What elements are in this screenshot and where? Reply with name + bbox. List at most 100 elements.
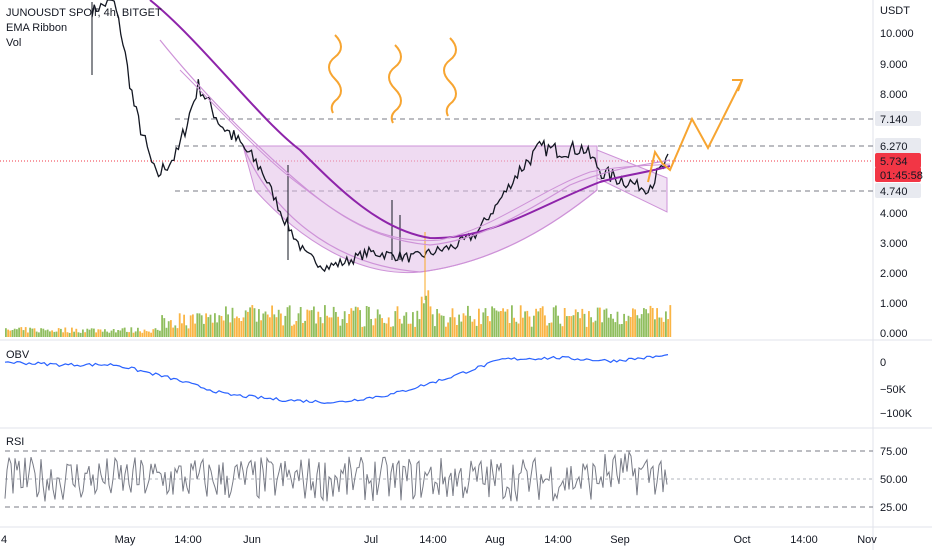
volume-bar xyxy=(579,318,581,337)
volume-bar xyxy=(57,328,60,337)
ema-ribbon-main[interactable] xyxy=(149,0,671,240)
volume-bar xyxy=(161,315,163,337)
volume-bar xyxy=(306,309,309,337)
volume-bar xyxy=(495,310,498,337)
volume-bar xyxy=(86,328,89,337)
volume-bar xyxy=(592,322,595,337)
volume-bar xyxy=(572,315,575,337)
volume-bar xyxy=(335,312,337,337)
volume-bar xyxy=(372,325,375,337)
projection-zigzag[interactable] xyxy=(647,79,743,183)
ema-ribbon-fast[interactable] xyxy=(159,39,671,246)
volume-bar xyxy=(53,331,56,337)
volume-bar xyxy=(231,307,234,337)
volume-bar xyxy=(403,315,405,337)
price-tag-bg xyxy=(875,167,921,182)
volume-bar xyxy=(266,314,269,337)
volume-bar xyxy=(629,317,632,337)
rsi-pane-title[interactable]: RSI xyxy=(6,436,25,448)
time-axis-tick: Sep xyxy=(610,534,630,546)
projection-arrowhead[interactable] xyxy=(732,79,744,92)
volume-bar xyxy=(282,325,284,337)
volume-bar xyxy=(126,331,128,337)
price-tag-label: 01:45:58 xyxy=(880,170,923,182)
steam-squiggle[interactable] xyxy=(328,34,342,114)
volume-bar xyxy=(506,309,509,337)
volume-bar xyxy=(275,317,278,337)
volume-bar xyxy=(128,332,130,337)
ema-ribbon-mid[interactable] xyxy=(179,69,671,242)
volume-bar xyxy=(286,307,289,337)
volume-bar xyxy=(55,331,58,337)
volume-bar xyxy=(484,308,487,337)
volume-bar xyxy=(599,307,601,337)
volume-bar xyxy=(185,325,188,337)
volume-bar xyxy=(95,332,97,337)
volume-bar xyxy=(196,313,199,337)
volume-bar xyxy=(97,329,100,337)
volume-bar xyxy=(559,323,562,337)
volume-bar xyxy=(183,314,185,337)
volume-bar xyxy=(110,330,113,337)
volume-bar xyxy=(376,309,379,337)
rsi-pane[interactable] xyxy=(4,450,873,508)
volume-bar xyxy=(539,308,542,337)
volume-bar xyxy=(423,303,425,337)
volume-bar xyxy=(137,327,139,337)
volume-bar xyxy=(262,313,265,337)
price-axis-tick: 0.000 xyxy=(880,328,908,340)
volume-bar xyxy=(163,318,166,337)
volume-bar xyxy=(517,323,520,337)
steam-squiggle[interactable] xyxy=(443,37,457,117)
volume-bar xyxy=(504,311,507,337)
volume-bar xyxy=(552,307,555,337)
rsi-axis-tick: 25.00 xyxy=(880,502,908,514)
volume-bar xyxy=(601,322,603,337)
volume-bar xyxy=(222,320,225,337)
volume-bar xyxy=(288,305,291,337)
volume-bar xyxy=(431,314,434,337)
volume-bar xyxy=(434,326,436,337)
volume-bar xyxy=(445,326,447,337)
symbol-title[interactable]: JUNOUSDT SPOT, 4h, BITGET xyxy=(6,7,162,19)
volume-bar xyxy=(71,327,73,337)
steam-squiggle[interactable] xyxy=(388,44,402,124)
volume-bar xyxy=(464,315,467,337)
volume-bar xyxy=(636,315,639,337)
price-pane[interactable] xyxy=(0,0,873,337)
volume-bar xyxy=(643,308,645,337)
volume-bar xyxy=(18,327,20,337)
obv-pane-title[interactable]: OBV xyxy=(6,349,30,361)
obv-pane[interactable] xyxy=(4,354,669,405)
rsi-line[interactable] xyxy=(4,450,668,502)
volume-bar xyxy=(321,323,324,337)
price-tag-bg xyxy=(875,183,921,198)
volume-bar xyxy=(511,305,513,337)
volume-bar xyxy=(524,311,526,337)
price-series-line[interactable] xyxy=(91,0,669,273)
volume-bar xyxy=(326,315,328,337)
time-axis-tick: 4 xyxy=(1,534,7,546)
volume-bar xyxy=(533,315,535,337)
price-tag-label: 6.270 xyxy=(880,141,908,153)
volume-bar xyxy=(429,306,432,337)
volume-bar xyxy=(130,327,133,337)
volume-bar xyxy=(229,322,232,337)
volume-bar xyxy=(420,296,423,337)
obv-line[interactable] xyxy=(4,354,669,405)
volume-bar xyxy=(563,308,566,337)
volume-legend[interactable]: Vol xyxy=(6,37,22,49)
volume-bar xyxy=(502,308,504,337)
price-axis-unit: USDT xyxy=(880,5,910,17)
volume-bar xyxy=(20,327,23,337)
volume-bar xyxy=(352,310,355,337)
ema-ribbon-legend[interactable]: EMA Ribbon xyxy=(6,22,68,34)
volume-bar xyxy=(418,319,421,337)
volume-bar xyxy=(255,321,258,337)
volume-bar xyxy=(247,311,249,337)
volume-bar xyxy=(632,308,634,337)
price-axis-tick: 1.000 xyxy=(880,298,908,310)
volume-bar xyxy=(205,313,207,337)
volume-bar xyxy=(139,331,141,337)
